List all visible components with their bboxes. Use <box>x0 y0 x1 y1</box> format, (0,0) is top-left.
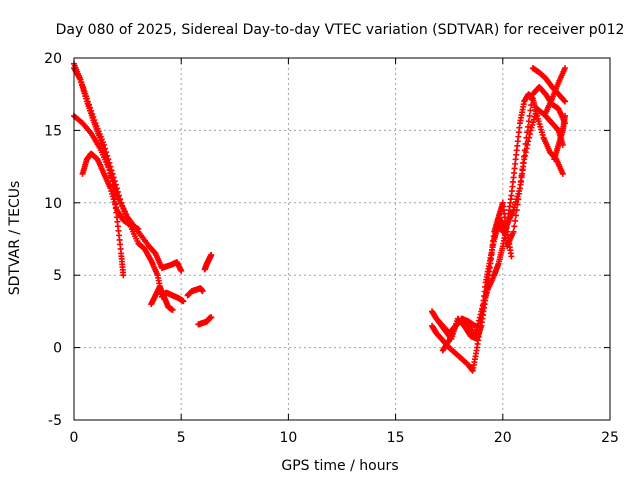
series-track-d <box>79 150 142 232</box>
data-point <box>475 320 482 327</box>
data-point <box>516 190 523 197</box>
data-point <box>561 97 568 104</box>
series-track-g <box>195 314 215 328</box>
data-point <box>90 114 97 121</box>
data-point <box>199 288 206 295</box>
data-point <box>120 272 127 279</box>
data-point <box>524 129 531 136</box>
data-point <box>117 196 124 203</box>
data-point <box>110 174 117 181</box>
x-tick-label: 20 <box>494 430 512 446</box>
data-point <box>108 167 115 174</box>
data-point <box>521 147 528 154</box>
data-point <box>105 156 112 163</box>
x-tick-label: 10 <box>279 430 297 446</box>
data-point <box>89 110 96 117</box>
data-point <box>169 306 176 313</box>
data-point <box>135 225 142 232</box>
data-point <box>526 112 533 119</box>
series-track-f <box>184 285 206 299</box>
y-tick-label: 0 <box>53 341 62 357</box>
data-point <box>104 152 111 159</box>
data-point <box>527 107 534 114</box>
data-point <box>522 152 529 159</box>
y-tick-label: -5 <box>48 413 62 429</box>
x-axis-label: GPS time / hours <box>281 458 398 474</box>
series-track-h <box>201 251 215 273</box>
data-point <box>561 112 568 119</box>
grid-lines <box>74 58 610 420</box>
data-point <box>518 172 525 179</box>
data-point <box>528 102 535 109</box>
data-point <box>116 192 123 199</box>
y-tick-label: 15 <box>44 123 62 139</box>
data-point <box>113 185 120 192</box>
data-point <box>83 95 90 102</box>
data-point <box>114 188 121 195</box>
data-point <box>529 96 536 103</box>
data-point <box>101 141 108 148</box>
data-point <box>111 178 118 185</box>
data-point <box>523 134 530 141</box>
data-point <box>511 223 518 230</box>
data-point <box>508 253 515 260</box>
y-axis-label: SDTVAR / TECUs <box>7 181 23 296</box>
data-point <box>107 163 114 170</box>
series-track-n <box>529 65 568 105</box>
data-point <box>87 104 94 111</box>
data-point <box>516 185 523 192</box>
data-point <box>109 170 116 177</box>
data-point <box>208 251 215 258</box>
data-point <box>520 153 527 160</box>
series-track-e <box>148 283 176 313</box>
axis-ticks: 0 5 10 15 20 25 -5 0 5 10 15 20 <box>44 51 619 446</box>
data-point <box>84 98 91 105</box>
data-point <box>514 201 521 208</box>
data-point <box>524 123 531 130</box>
series-track-p <box>551 112 568 163</box>
data-point <box>520 159 527 166</box>
data-point <box>178 267 185 274</box>
data-point <box>512 212 519 219</box>
y-tick-label: 5 <box>53 268 62 284</box>
series-track-j <box>429 105 566 340</box>
data-point <box>515 196 522 203</box>
x-tick-label: 15 <box>387 430 405 446</box>
data-point <box>519 166 526 173</box>
data-point <box>88 107 95 114</box>
data-point <box>103 149 110 156</box>
data-point <box>91 117 98 124</box>
y-tick-label: 10 <box>44 196 62 212</box>
data-point <box>180 298 187 305</box>
data-point <box>208 314 215 321</box>
series-track-l <box>439 315 478 354</box>
data-point <box>561 65 568 72</box>
series-track-o <box>542 65 568 117</box>
data-point <box>561 98 568 105</box>
x-tick-label: 25 <box>601 430 619 446</box>
series-track-m <box>486 199 515 264</box>
y-tick-label: 20 <box>44 51 62 67</box>
data-point <box>86 101 93 108</box>
x-tick-label: 0 <box>70 430 79 446</box>
plot-frame <box>73 57 611 421</box>
data-point <box>512 217 519 224</box>
data-point <box>513 207 520 214</box>
x-tick-label: 5 <box>177 430 186 446</box>
data-point <box>106 159 113 166</box>
data-point <box>517 178 524 185</box>
data-points <box>71 60 568 374</box>
chart-title: Day 080 of 2025, Sidereal Day-to-day VTE… <box>56 22 625 38</box>
data-point <box>471 322 478 329</box>
data-point <box>522 140 529 147</box>
data-point <box>112 181 119 188</box>
data-point <box>510 228 517 235</box>
data-point <box>525 118 532 125</box>
data-point <box>559 170 566 177</box>
data-point <box>102 145 109 152</box>
